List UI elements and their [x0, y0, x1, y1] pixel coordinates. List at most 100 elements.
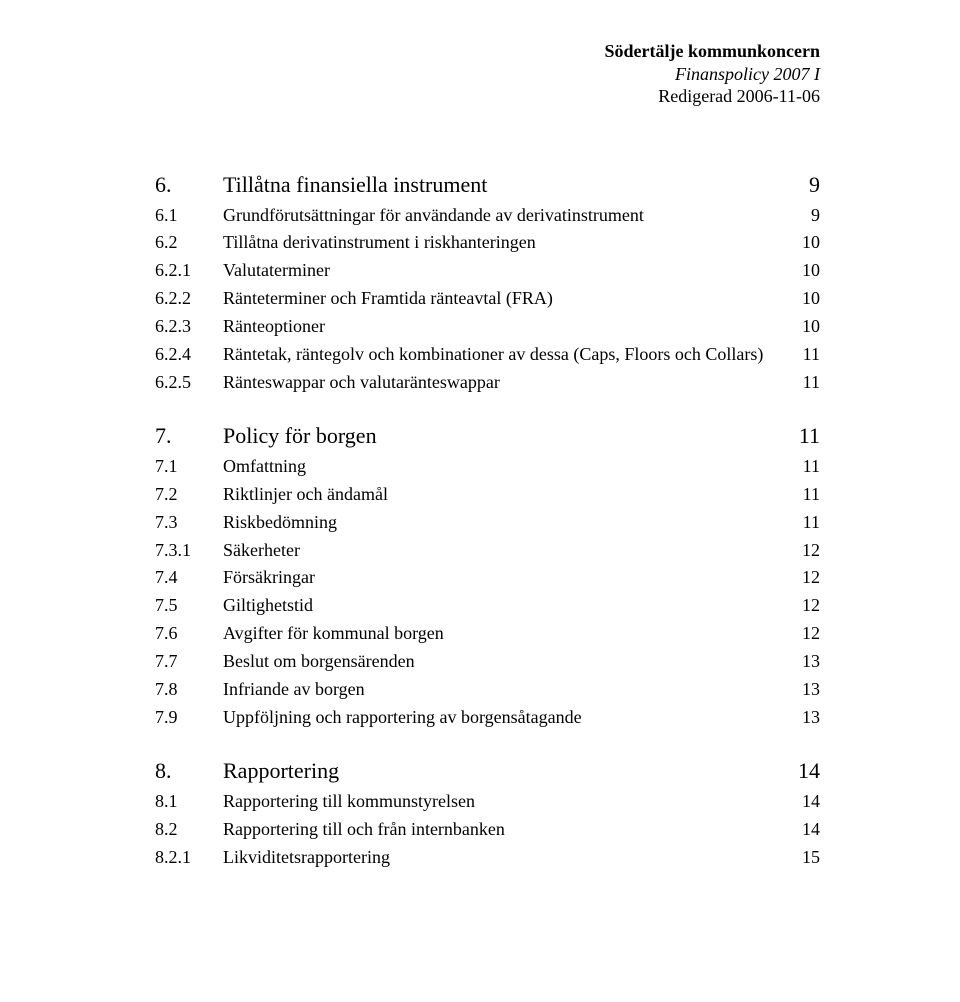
toc-page-number: 11: [790, 481, 820, 509]
toc-page-number: 13: [790, 676, 820, 704]
toc-page-number: 14: [790, 816, 820, 844]
toc-number: 7.2: [155, 481, 223, 509]
toc-gap: [155, 732, 820, 754]
toc-page-number: 15: [790, 844, 820, 872]
toc-page-number: 10: [790, 257, 820, 285]
toc-entry: 7.5Giltighetstid12: [155, 592, 820, 620]
toc-number: 7.3: [155, 509, 223, 537]
toc-title: Rapportering till kommunstyrelsen: [223, 788, 790, 816]
toc-page-number: 10: [790, 229, 820, 257]
toc-title: Valutaterminer: [223, 257, 790, 285]
toc-section-head: 6.Tillåtna finansiella instrument9: [155, 168, 820, 202]
toc-title: Likviditetsrapportering: [223, 844, 790, 872]
toc-title: Riktlinjer och ändamål: [223, 481, 790, 509]
toc-page-number: 10: [790, 313, 820, 341]
toc-entry: 7.3Riskbedömning11: [155, 509, 820, 537]
toc-page-number: 12: [790, 620, 820, 648]
toc-entry: 7.3.1Säkerheter12: [155, 537, 820, 565]
toc-entry: 7.7Beslut om borgensärenden13: [155, 648, 820, 676]
toc-title: Säkerheter: [223, 537, 790, 565]
toc-title: Tillåtna derivatinstrument i riskhanteri…: [223, 229, 790, 257]
toc-title: Rapportering till och från internbanken: [223, 816, 790, 844]
toc-number: 6.2.1: [155, 257, 223, 285]
toc-title: Tillåtna finansiella instrument: [223, 168, 790, 202]
toc-page-number: 11: [790, 453, 820, 481]
toc-section-head: 8.Rapportering14: [155, 754, 820, 788]
toc-entry: 6.2.4Räntetak, räntegolv och kombination…: [155, 341, 820, 369]
toc-number: 7.: [155, 419, 223, 453]
toc-number: 6.: [155, 168, 223, 202]
header-doc-title: Finanspolicy 2007 I: [155, 63, 820, 86]
toc-page-number: 13: [790, 704, 820, 732]
toc-entry: 7.2Riktlinjer och ändamål11: [155, 481, 820, 509]
toc-number: 6.2.4: [155, 341, 223, 369]
toc-entry: 6.1Grundförutsättningar för användande a…: [155, 202, 820, 230]
toc-number: 7.1: [155, 453, 223, 481]
toc-number: 6.2.3: [155, 313, 223, 341]
toc-title: Ränteoptioner: [223, 313, 790, 341]
toc-number: 8.1: [155, 788, 223, 816]
toc-page-number: 12: [790, 564, 820, 592]
page-header: Södertälje kommunkoncern Finanspolicy 20…: [155, 40, 820, 108]
toc-number: 7.8: [155, 676, 223, 704]
toc-number: 7.4: [155, 564, 223, 592]
toc-gap: [155, 397, 820, 419]
toc-title: Grundförutsättningar för användande av d…: [223, 202, 790, 230]
toc-entry: 8.1Rapportering till kommunstyrelsen14: [155, 788, 820, 816]
toc-page-number: 11: [790, 419, 820, 453]
toc-entry: 7.1Omfattning11: [155, 453, 820, 481]
toc-title: Rapportering: [223, 754, 790, 788]
toc-page-number: 13: [790, 648, 820, 676]
toc-page-number: 10: [790, 285, 820, 313]
toc-title: Försäkringar: [223, 564, 790, 592]
toc-entry: 7.6Avgifter för kommunal borgen12: [155, 620, 820, 648]
toc-page-number: 14: [790, 788, 820, 816]
toc-entry: 8.2Rapportering till och från internbank…: [155, 816, 820, 844]
toc-page-number: 11: [790, 509, 820, 537]
toc-page-number: 14: [790, 754, 820, 788]
toc-number: 8.2.1: [155, 844, 223, 872]
toc-title: Uppföljning och rapportering av borgenså…: [223, 704, 790, 732]
toc-entry: 7.8Infriande av borgen13: [155, 676, 820, 704]
toc-section-head: 7.Policy för borgen11: [155, 419, 820, 453]
toc-entry: 8.2.1Likviditetsrapportering15: [155, 844, 820, 872]
toc-title: Infriande av borgen: [223, 676, 790, 704]
toc-number: 6.1: [155, 202, 223, 230]
toc-page-number: 9: [790, 168, 820, 202]
toc-page-number: 12: [790, 537, 820, 565]
header-date: Redigerad 2006-11-06: [155, 85, 820, 108]
toc-number: 7.3.1: [155, 537, 223, 565]
toc-entry: 6.2.3Ränteoptioner10: [155, 313, 820, 341]
toc-entry: 6.2Tillåtna derivatinstrument i riskhant…: [155, 229, 820, 257]
toc-page-number: 11: [790, 369, 820, 397]
toc-number: 8.: [155, 754, 223, 788]
toc-number: 7.7: [155, 648, 223, 676]
table-of-contents: 6.Tillåtna finansiella instrument96.1Gru…: [155, 168, 820, 872]
toc-title: Policy för borgen: [223, 419, 790, 453]
toc-number: 6.2: [155, 229, 223, 257]
toc-number: 8.2: [155, 816, 223, 844]
toc-number: 7.9: [155, 704, 223, 732]
toc-title: Giltighetstid: [223, 592, 790, 620]
toc-number: 7.6: [155, 620, 223, 648]
toc-page-number: 9: [790, 202, 820, 230]
toc-entry: 6.2.2Ränteterminer och Framtida ränteavt…: [155, 285, 820, 313]
toc-entry: 6.2.5Ränteswappar och valutaränteswappar…: [155, 369, 820, 397]
toc-title: Beslut om borgensärenden: [223, 648, 790, 676]
toc-title: Omfattning: [223, 453, 790, 481]
toc-title: Riskbedömning: [223, 509, 790, 537]
toc-entry: 7.9Uppföljning och rapportering av borge…: [155, 704, 820, 732]
toc-number: 6.2.2: [155, 285, 223, 313]
toc-entry: 6.2.1Valutaterminer10: [155, 257, 820, 285]
toc-page-number: 12: [790, 592, 820, 620]
header-org: Södertälje kommunkoncern: [155, 40, 820, 63]
toc-title: Ränteswappar och valutaränteswappar: [223, 369, 790, 397]
toc-title: Räntetak, räntegolv och kombinationer av…: [223, 341, 790, 369]
toc-title: Avgifter för kommunal borgen: [223, 620, 790, 648]
toc-number: 6.2.5: [155, 369, 223, 397]
toc-page-number: 11: [790, 341, 820, 369]
toc-title: Ränteterminer och Framtida ränteavtal (F…: [223, 285, 790, 313]
page: Södertälje kommunkoncern Finanspolicy 20…: [0, 0, 960, 1002]
toc-number: 7.5: [155, 592, 223, 620]
toc-entry: 7.4Försäkringar12: [155, 564, 820, 592]
